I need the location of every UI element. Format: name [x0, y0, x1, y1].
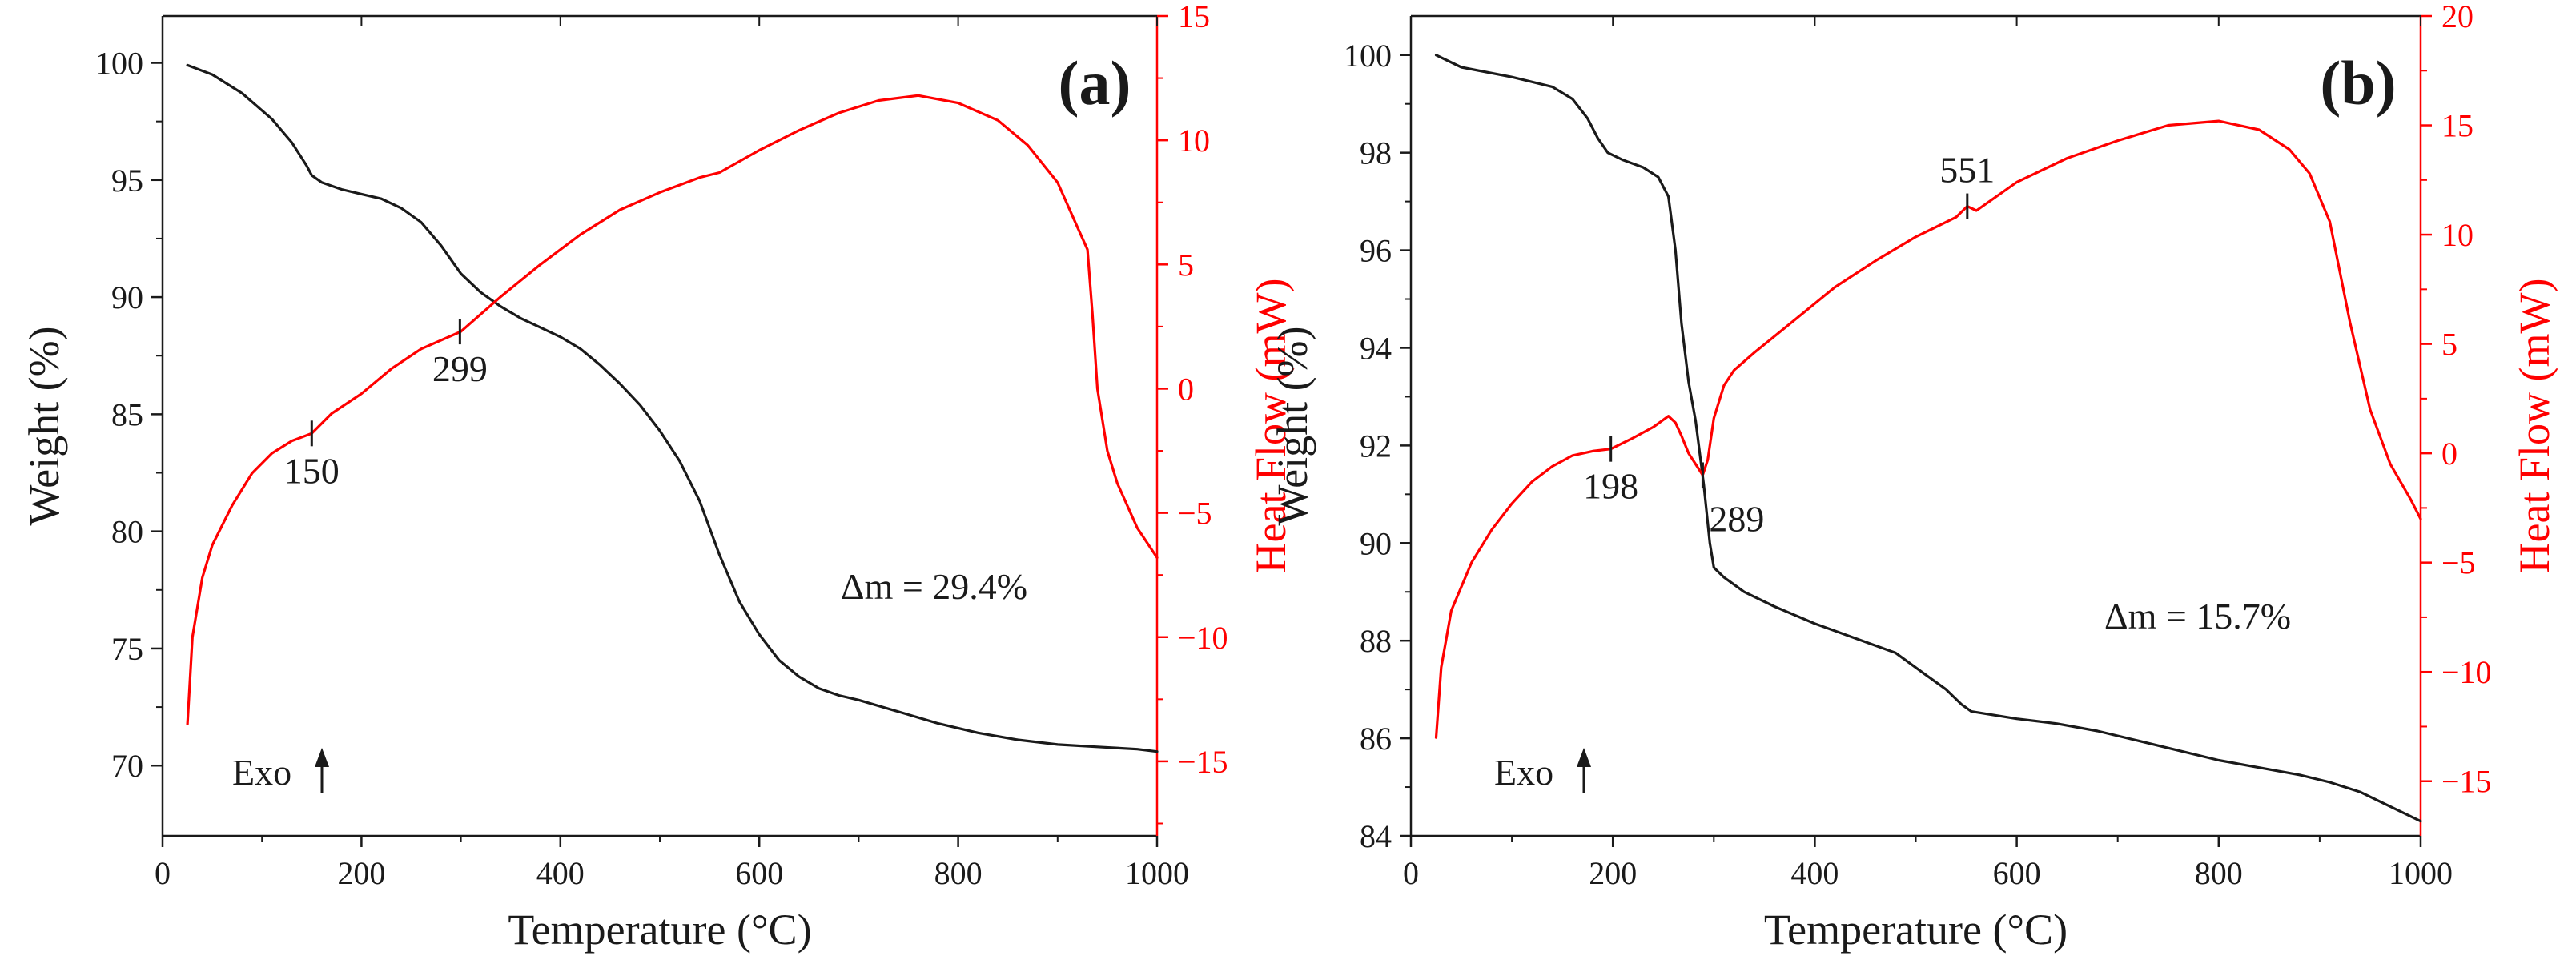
- exo-arrow-icon: [315, 748, 329, 767]
- x-axis-title: Temperature (°C): [508, 906, 811, 954]
- temperature-marker-label: 150: [284, 450, 340, 491]
- exo-label: Exo: [232, 752, 291, 793]
- temperature-marker-label: 551: [1939, 150, 1995, 191]
- y-left-tick-label: 92: [1360, 428, 1392, 464]
- y-right-tick-label: −10: [2441, 654, 2492, 690]
- x-tick-label: 200: [1589, 855, 1637, 891]
- heat-flow-curve: [1434, 119, 2422, 739]
- x-tick-label: 1000: [1125, 855, 1189, 891]
- y-left-tick-label: 70: [111, 748, 143, 784]
- temperature-marker-label: 289: [1709, 498, 1764, 539]
- y-left-axis-title: Weight (%): [1268, 326, 1316, 525]
- y-right-axis-title: Heat Flow (mW): [2510, 279, 2558, 574]
- x-tick-label: 0: [1403, 855, 1419, 891]
- y-right-tick-label: −10: [1178, 620, 1228, 656]
- y-right-tick-label: 5: [1178, 247, 1194, 283]
- panel-label: (a): [1059, 48, 1131, 118]
- y-right-tick-label: −15: [2441, 764, 2492, 800]
- x-tick-label: 600: [1993, 855, 2041, 891]
- x-tick-label: 0: [155, 855, 171, 891]
- y-left-tick-label: 88: [1360, 623, 1392, 659]
- y-left-tick-label: 90: [1360, 525, 1392, 561]
- y-left-tick-label: 90: [111, 279, 143, 315]
- y-left-tick-label: 80: [111, 514, 143, 550]
- y-right-tick-label: 0: [1178, 371, 1194, 407]
- exo-label: Exo: [1494, 752, 1553, 793]
- temperature-marker-label: 299: [432, 348, 488, 389]
- x-tick-label: 200: [337, 855, 385, 891]
- y-left-tick-label: 94: [1360, 330, 1392, 366]
- y-right-tick-label: 5: [2441, 327, 2457, 363]
- temperature-marker-label: 198: [1583, 466, 1638, 507]
- x-tick-label: 400: [1790, 855, 1839, 891]
- y-left-axis-title: Weight (%): [20, 326, 68, 525]
- y-left-tick-label: 85: [111, 396, 143, 432]
- y-left-tick-label: 86: [1360, 721, 1392, 757]
- weight-curve: [186, 63, 1159, 753]
- chart-panel-a: 0 200 400 600 800 1000707580859095100−15−10−5…: [20, 0, 1295, 954]
- y-right-tick-label: 10: [1178, 123, 1210, 159]
- y-right-tick-label: −5: [2441, 545, 2476, 581]
- y-right-axis-title: Heat Flow (mW): [1247, 279, 1295, 574]
- x-tick-label: 400: [536, 855, 585, 891]
- y-right-tick-label: −5: [1178, 496, 1212, 532]
- y-right-tick-label: 15: [2441, 108, 2474, 144]
- y-left-tick-label: 96: [1360, 233, 1392, 269]
- x-tick-label: 800: [2195, 855, 2243, 891]
- y-left-tick-label: 100: [95, 46, 143, 82]
- x-tick-label: 600: [735, 855, 783, 891]
- heat-flow-curve: [186, 94, 1159, 726]
- mass-loss-label: Δm = 29.4%: [841, 566, 1027, 607]
- panel-label: (b): [2320, 48, 2396, 118]
- y-left-tick-label: 100: [1344, 38, 1392, 74]
- exo-arrow-icon: [1577, 748, 1591, 767]
- chart-panel-b: 0 200 400 600 800 10008486889092949698100−15−…: [1268, 0, 2558, 954]
- y-left-tick-label: 98: [1360, 135, 1392, 171]
- y-right-tick-label: 20: [2441, 0, 2474, 34]
- y-left-tick-label: 95: [111, 163, 143, 199]
- y-right-tick-label: 0: [2441, 436, 2457, 472]
- x-axis-title: Temperature (°C): [1764, 906, 2068, 954]
- x-tick-label: 800: [934, 855, 983, 891]
- mass-loss-label: Δm = 15.7%: [2104, 596, 2291, 637]
- weight-curve: [1434, 54, 2422, 823]
- y-right-tick-label: 10: [2441, 217, 2474, 253]
- y-right-tick-label: 15: [1178, 0, 1210, 34]
- y-right-tick-label: −15: [1178, 744, 1228, 780]
- x-tick-label: 1000: [2389, 855, 2453, 891]
- y-left-tick-label: 84: [1360, 818, 1392, 854]
- y-left-tick-label: 75: [111, 631, 143, 667]
